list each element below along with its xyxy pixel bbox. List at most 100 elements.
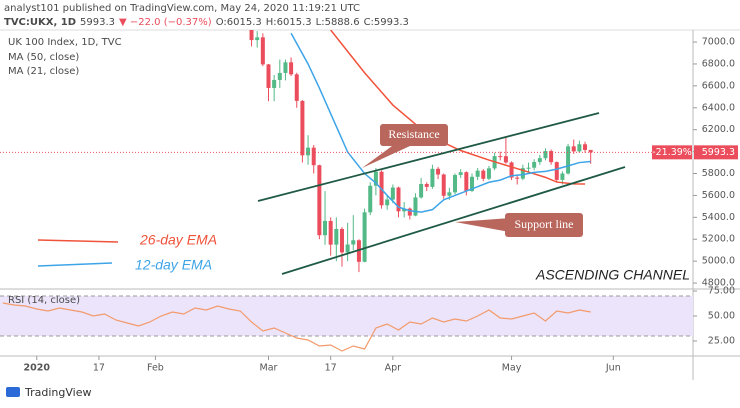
change: ▼ −22.0 (−0.37%) [119, 17, 212, 28]
candle-body [396, 187, 401, 212]
published: analyst101 published on TradingView.com,… [4, 3, 360, 14]
legend-blue: 12-day EMA [135, 257, 212, 273]
candle-body [351, 240, 356, 245]
candle-body [520, 168, 525, 179]
candle-body [300, 100, 305, 156]
y-tick-label: 5800.0 [702, 168, 735, 179]
candle-body [469, 176, 474, 191]
candle-body [424, 184, 429, 187]
price-box [694, 145, 738, 160]
drawings: Resistance Support line 26-day EMA 12-da… [37, 112, 690, 283]
x-tick-label: Apr [385, 363, 402, 374]
ma21-label: MA (21, close) [8, 66, 79, 77]
candle-body [339, 228, 344, 253]
last: 5993.3 [80, 17, 115, 28]
change-label: -21.39% [652, 147, 692, 158]
candle-body [577, 144, 582, 152]
quote-line: TVC:UKX, 1D 5993.3 ▼ −22.0 (−0.37%) O:6015.… [4, 17, 409, 28]
candle-body [272, 79, 277, 88]
rsi-tick-label: 75.00 [708, 286, 735, 297]
x-tick-label: 17 [93, 363, 105, 374]
candle-body [249, 30, 254, 41]
candle-body [481, 170, 486, 179]
x-tick-label: Jun [605, 363, 621, 374]
price-label: 5993.3 [702, 147, 735, 158]
rsi-tick-label: 25.00 [708, 336, 735, 347]
candle-body [328, 220, 333, 245]
axes: 7000.06800.06600.06400.06200.06000.05800… [24, 37, 738, 374]
candle-body [458, 172, 463, 175]
candle-body [407, 208, 412, 216]
close: C:5993.3 [364, 17, 409, 28]
candle-body [362, 212, 367, 262]
candle-body [368, 185, 373, 213]
candle-body [588, 149, 593, 153]
candle-body [532, 162, 537, 168]
candle-body [317, 165, 322, 236]
candle-body [509, 162, 514, 178]
y-tick-label: 5200.0 [702, 234, 735, 245]
candle-body [255, 37, 260, 41]
legend-red: 26-day EMA [139, 232, 217, 248]
candle-body [566, 146, 571, 174]
candle-body [543, 151, 548, 159]
rsi-band [0, 296, 693, 336]
candle-body [373, 171, 378, 186]
candle-body [486, 168, 491, 179]
candle-body [323, 220, 328, 236]
candle-body [571, 146, 576, 152]
upper-channel [257, 112, 600, 202]
candle-body [554, 162, 559, 180]
ma-line [330, 30, 586, 185]
legend-red-line [37, 239, 119, 243]
candle-body [289, 62, 294, 75]
candle-body [498, 156, 503, 158]
resistance-pointer [362, 146, 410, 168]
candle-body [402, 208, 407, 212]
support-box [505, 213, 583, 237]
y-tick-label: 5000.0 [702, 256, 735, 267]
ma-line [290, 32, 591, 213]
candle-body [436, 168, 441, 175]
footer: TradingView [24, 386, 91, 399]
candle-body [356, 240, 361, 262]
candle-body [277, 72, 282, 80]
candle-body [526, 167, 531, 169]
y-tick-label: 6200.0 [702, 124, 735, 135]
x-tick-label: Feb [147, 363, 164, 374]
candle-body [430, 168, 435, 187]
candle-body [475, 170, 480, 177]
candle-body [560, 173, 565, 180]
candle-body [345, 244, 350, 253]
candle-body [390, 187, 395, 200]
candle-body [503, 156, 508, 163]
candle-body [549, 151, 554, 163]
x-tick-label: 17 [325, 363, 337, 374]
open: O:6015.3 [216, 17, 262, 28]
rsi-pane [0, 295, 693, 352]
y-tick-label: 5600.0 [702, 190, 735, 201]
lower-channel [281, 166, 626, 275]
resistance-box [380, 124, 448, 146]
candle-body [334, 228, 339, 245]
y-tick-label: 6800.0 [702, 58, 735, 69]
candle-body [453, 174, 458, 193]
channel-title: ASCENDING CHANNEL [535, 267, 690, 283]
candle-body [583, 144, 588, 150]
x-tick-label: 2020 [24, 363, 51, 374]
resistance-label: Resistance [388, 127, 439, 141]
y-tick-label: 7000.0 [702, 37, 735, 48]
support-label: Support line [515, 217, 574, 231]
candle-body [294, 74, 299, 101]
y-tick-label: 6400.0 [702, 102, 735, 113]
y-tick-label: 6600.0 [702, 80, 735, 91]
y-tick-label: 5400.0 [702, 212, 735, 223]
ma50-label: MA (50, close) [8, 52, 79, 63]
candle-body [464, 172, 469, 191]
rsi-title: RSI (14, close) [8, 295, 80, 306]
candle-body [311, 147, 316, 166]
change-box [652, 145, 692, 160]
candle-body [419, 184, 424, 198]
candle-body [283, 62, 288, 73]
candle-body [260, 37, 265, 65]
